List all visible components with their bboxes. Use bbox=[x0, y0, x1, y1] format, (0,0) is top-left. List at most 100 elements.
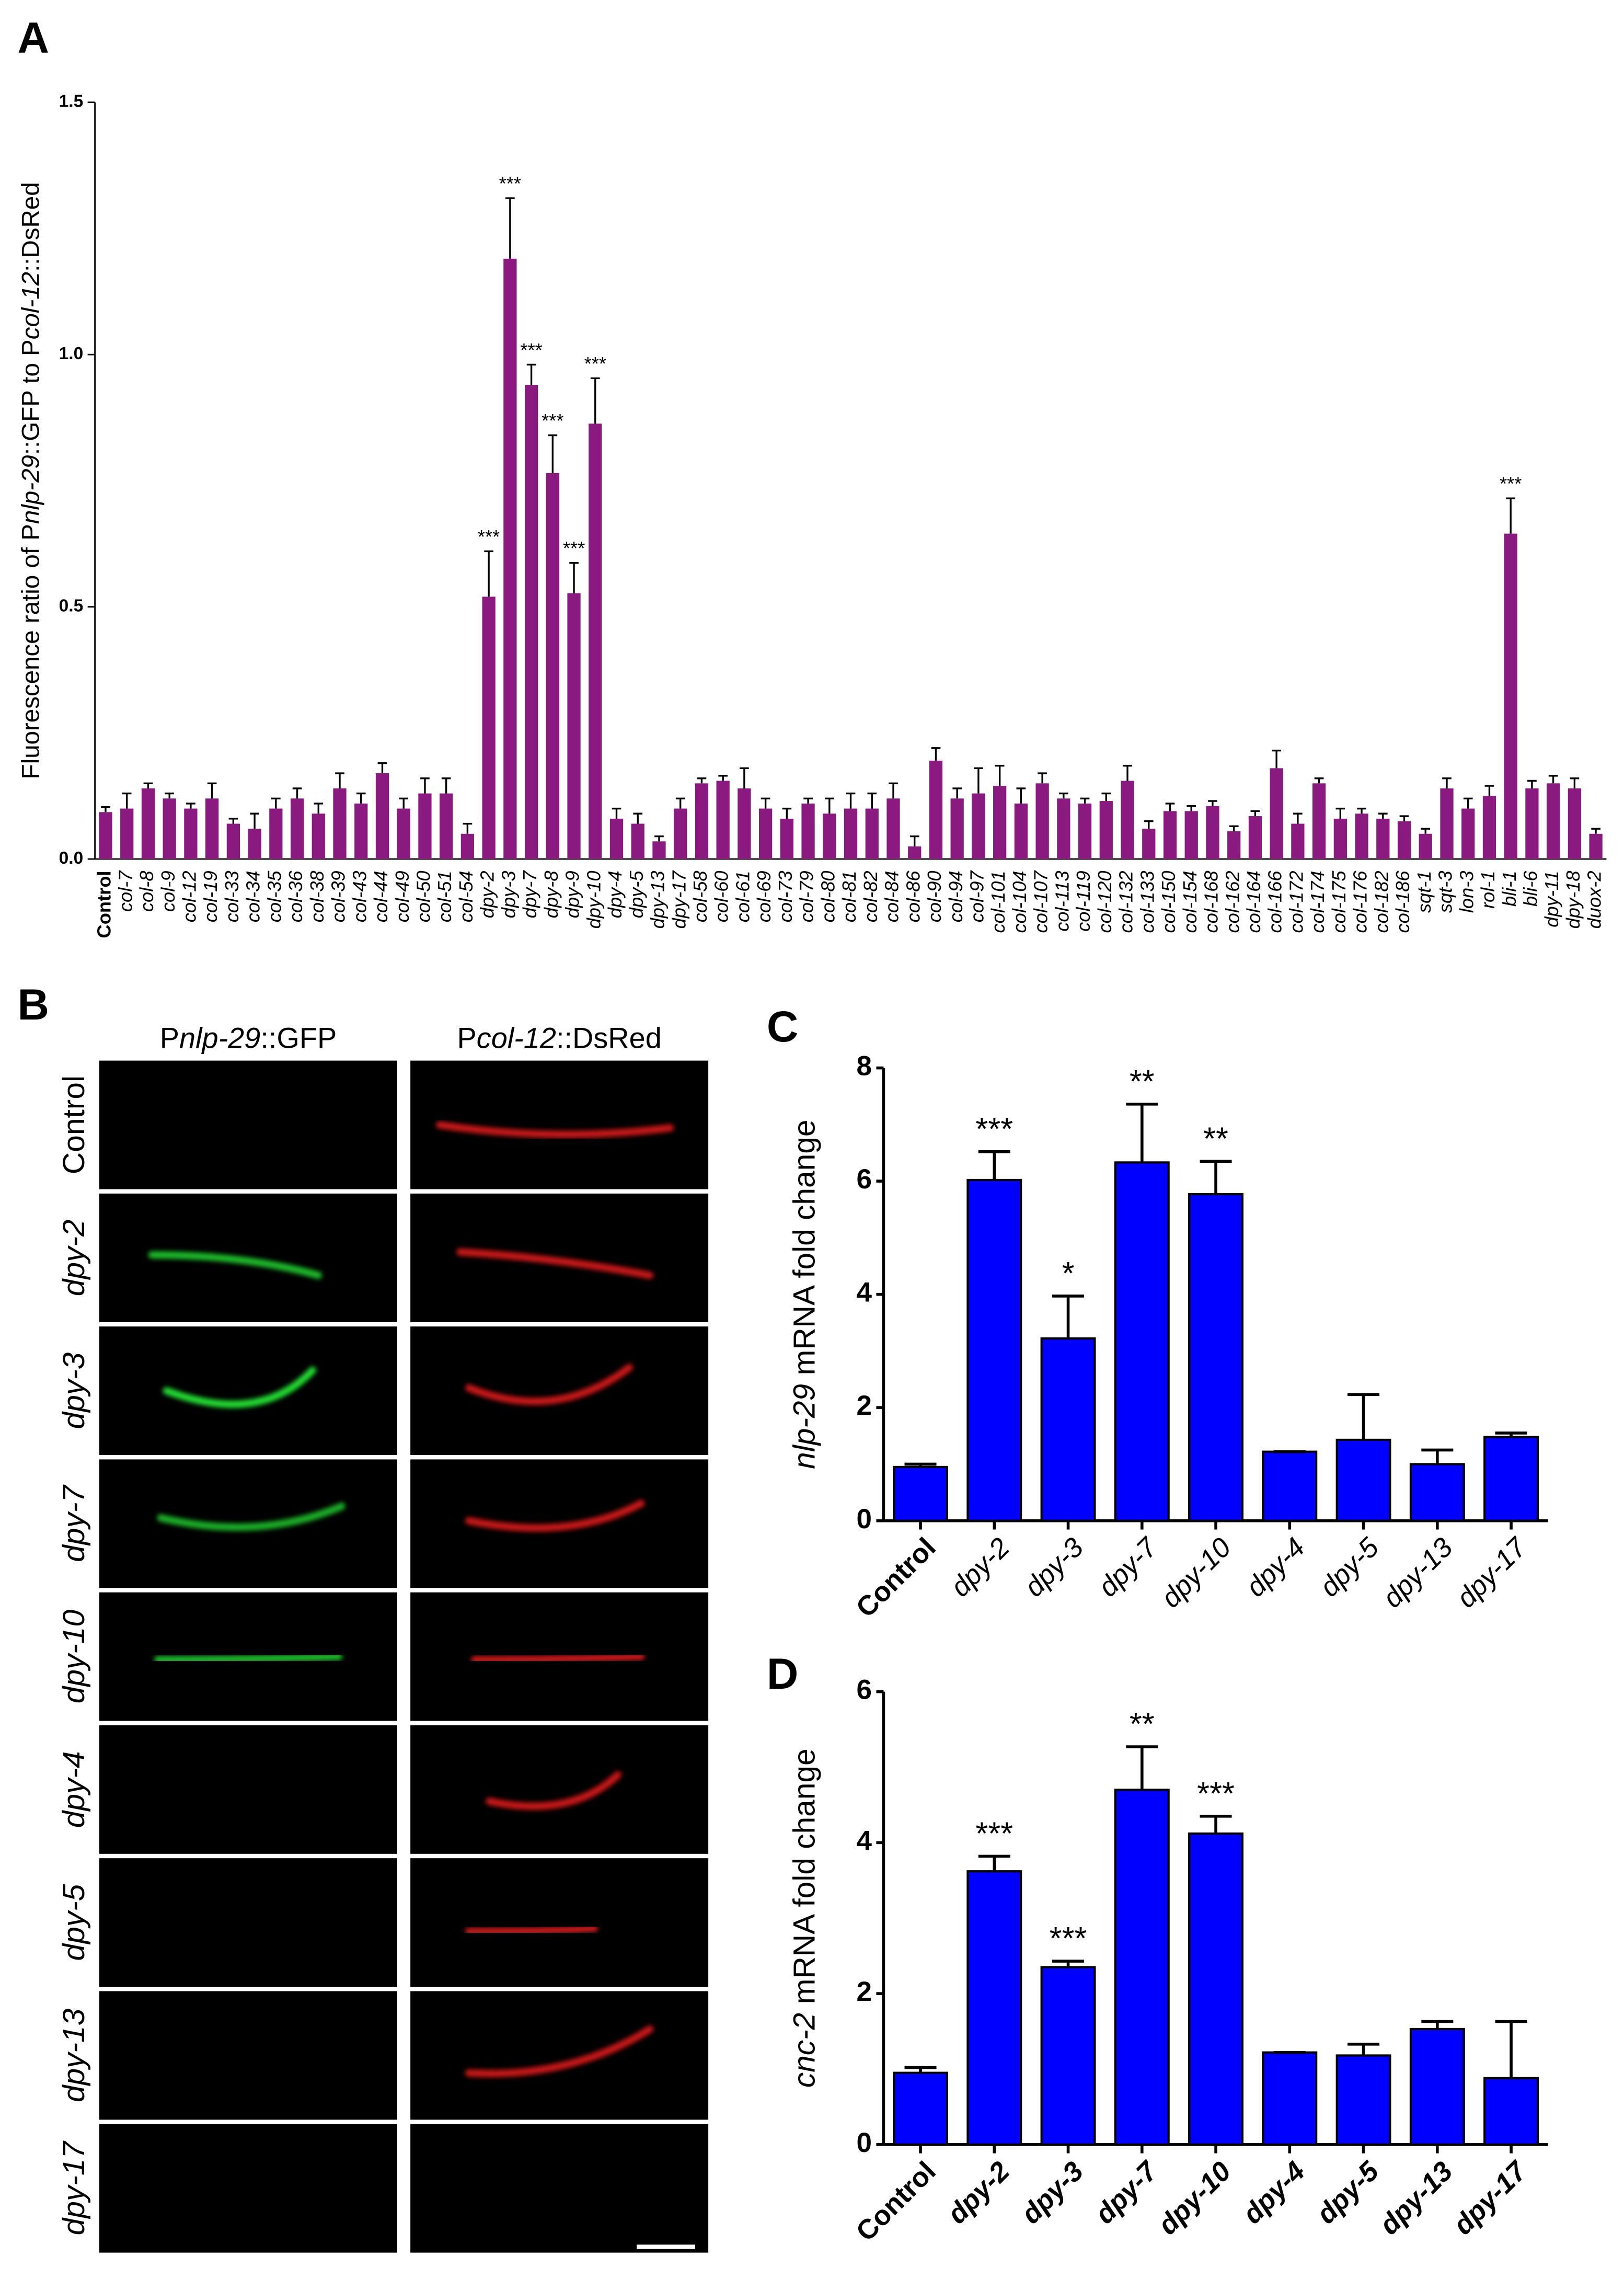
error-bar bbox=[143, 782, 153, 788]
error-bar bbox=[1421, 2020, 1454, 2029]
bar bbox=[801, 803, 815, 860]
y-axis-label-part: nlp-29 bbox=[17, 455, 44, 524]
y-axis-label-part: cnc-2 bbox=[787, 2013, 821, 2088]
significance-label: *** bbox=[1050, 1920, 1087, 1956]
bar bbox=[823, 814, 836, 860]
bar bbox=[695, 783, 709, 860]
bar bbox=[908, 846, 922, 860]
bar bbox=[1206, 806, 1219, 860]
y-axis-label-part: Fluorescence ratio of P bbox=[17, 524, 44, 779]
x-tick-label: dpy-18 bbox=[1562, 871, 1584, 929]
x-tick-label: col-150 bbox=[1158, 871, 1179, 933]
error-bar bbox=[463, 822, 473, 834]
column-header-part: col-12 bbox=[477, 1021, 556, 1054]
x-tick-label: col-101 bbox=[987, 871, 1009, 933]
bar bbox=[1142, 829, 1156, 860]
bar bbox=[1312, 783, 1326, 860]
x-tick-label: col-9 bbox=[157, 871, 179, 912]
x-tick-label: col-58 bbox=[689, 871, 711, 922]
row-label: dpy-5 bbox=[57, 1884, 91, 1961]
error-bar bbox=[441, 777, 451, 794]
error-bar bbox=[974, 767, 983, 794]
bar bbox=[1483, 1436, 1539, 1522]
error-bar bbox=[420, 777, 430, 794]
error-bar bbox=[526, 363, 536, 385]
worm bbox=[465, 1364, 634, 1405]
bar bbox=[1409, 2028, 1465, 2146]
x-tick-label: rol-1 bbox=[1477, 871, 1499, 909]
x-tick-label: col-104 bbox=[1009, 871, 1030, 933]
bar bbox=[375, 773, 389, 860]
x-tick-label: col-49 bbox=[391, 871, 413, 922]
worm bbox=[157, 1502, 345, 1531]
error-bar bbox=[824, 797, 834, 814]
panel-letter: A bbox=[18, 13, 50, 62]
row-label: Control bbox=[57, 1075, 91, 1174]
error-bar bbox=[1200, 1815, 1232, 1834]
significance-label: *** bbox=[1500, 473, 1522, 495]
error-bar bbox=[846, 792, 856, 809]
error-bar bbox=[1250, 810, 1260, 817]
x-tick-label: lon-3 bbox=[1456, 871, 1477, 913]
bar bbox=[1589, 833, 1603, 860]
bar bbox=[269, 808, 283, 860]
micrograph bbox=[99, 1060, 397, 1189]
y-tick-label: 2 bbox=[857, 1390, 872, 1421]
y-axis-label-part: ::GFP to P bbox=[17, 339, 44, 455]
x-tick-label: col-43 bbox=[349, 871, 370, 922]
significance-label: *** bbox=[563, 537, 585, 559]
y-axis-label-part: mRNA fold change bbox=[787, 1748, 821, 2012]
error-bar bbox=[1293, 812, 1303, 824]
x-tick-label: col-12 bbox=[178, 871, 200, 922]
bar bbox=[1483, 2077, 1539, 2146]
bar bbox=[1547, 783, 1560, 860]
bar bbox=[418, 793, 432, 860]
y-tick-label: 0 bbox=[857, 2127, 872, 2158]
x-tick-label: col-132 bbox=[1115, 871, 1137, 933]
x-tick-label: col-34 bbox=[243, 871, 264, 922]
error-bar bbox=[1335, 807, 1345, 819]
y-axis-label: nlp-29 mRNA fold change bbox=[787, 1119, 821, 1469]
significance-label: *** bbox=[975, 1815, 1013, 1851]
bar bbox=[1078, 803, 1092, 860]
y-tick-label: 1.0 bbox=[59, 344, 84, 363]
error-bar bbox=[1101, 792, 1111, 801]
x-tick-label: col-164 bbox=[1243, 871, 1264, 933]
x-tick-label: col-60 bbox=[711, 871, 732, 922]
bar bbox=[205, 798, 219, 860]
significance-label: *** bbox=[478, 526, 500, 547]
panel-letter: C bbox=[767, 1002, 799, 1051]
bar bbox=[226, 823, 240, 860]
error-bar bbox=[995, 764, 1005, 786]
x-tick-label: col-73 bbox=[775, 871, 796, 922]
worm bbox=[154, 1653, 343, 1664]
error-bar bbox=[1080, 797, 1090, 804]
y-tick-label: 8 bbox=[857, 1051, 872, 1082]
x-tick-label: col-113 bbox=[1051, 871, 1073, 931]
x-tick-label: col-166 bbox=[1264, 871, 1286, 933]
error-bar bbox=[548, 434, 558, 473]
bar bbox=[1163, 811, 1177, 860]
bar bbox=[354, 803, 368, 860]
worm bbox=[456, 1248, 654, 1279]
x-tick-label: col-35 bbox=[263, 871, 285, 923]
x-tick-label: col-97 bbox=[966, 870, 988, 923]
bar bbox=[652, 841, 666, 860]
bar bbox=[312, 814, 325, 860]
bar bbox=[893, 2071, 948, 2146]
micrograph bbox=[410, 2124, 709, 2253]
x-tick-label: col-120 bbox=[1094, 871, 1115, 933]
error-bar bbox=[484, 550, 493, 597]
error-bar bbox=[1038, 772, 1047, 784]
y-tick-label: 0.5 bbox=[59, 596, 84, 615]
row-label: dpy-13 bbox=[57, 2008, 91, 2102]
bar bbox=[1035, 783, 1049, 860]
error-bar bbox=[1421, 1448, 1454, 1464]
bar bbox=[1335, 2054, 1391, 2146]
x-tick-label: col-50 bbox=[413, 871, 434, 922]
error-bar bbox=[904, 1462, 937, 1467]
y-axis-label-part: ::DsRed bbox=[17, 182, 44, 272]
error-bar bbox=[782, 807, 792, 819]
x-tick-label: bli-1 bbox=[1499, 871, 1520, 907]
bar bbox=[1376, 818, 1390, 860]
